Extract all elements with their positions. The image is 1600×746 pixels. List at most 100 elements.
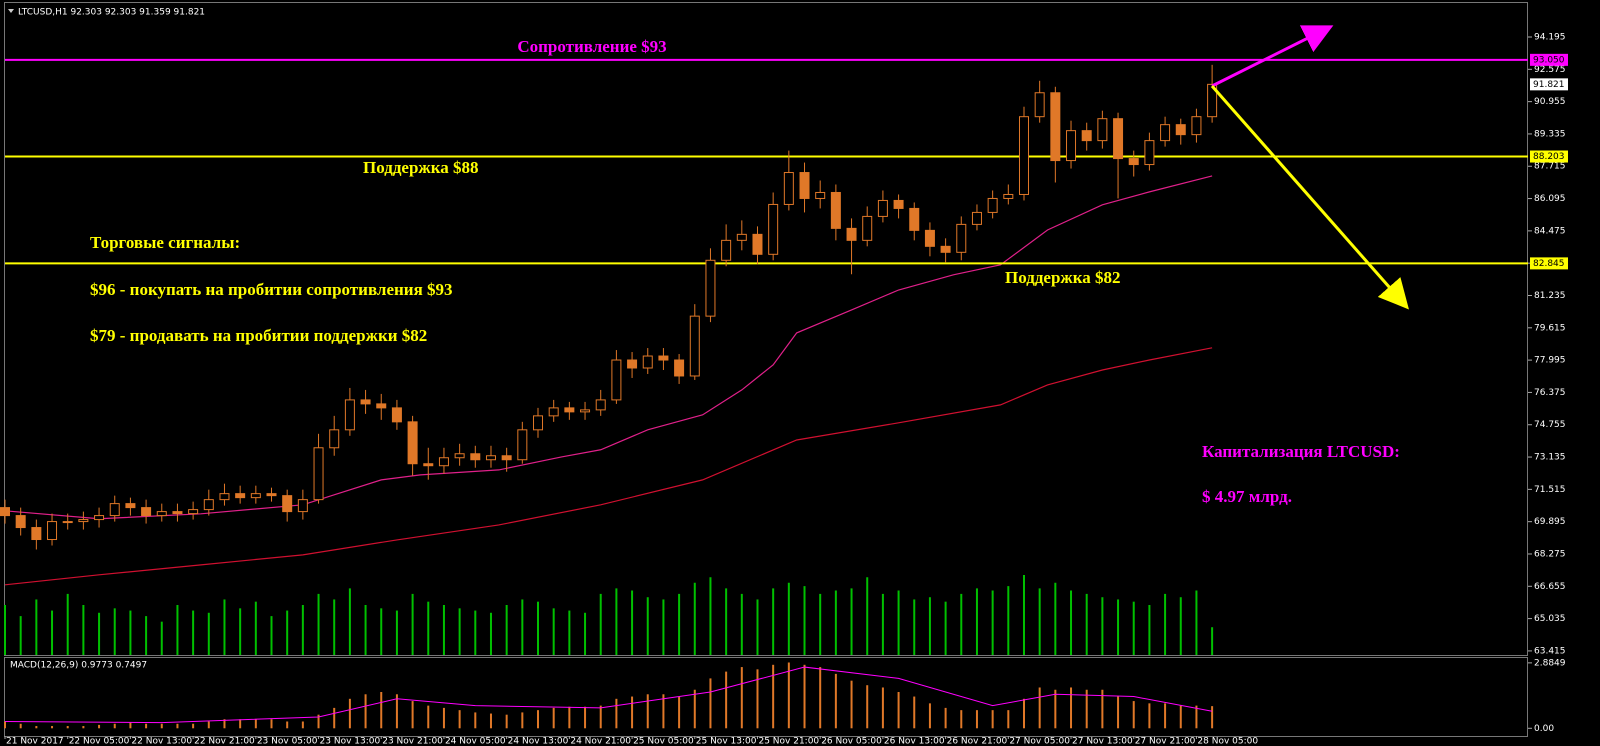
candle-body — [266, 493, 277, 497]
x-tick-label: 23 Nov 05:00 — [257, 737, 318, 746]
level-label-box — [1530, 257, 1568, 270]
annotation: Поддержка $88 — [363, 158, 479, 177]
candle-body — [282, 495, 293, 513]
candle-body — [109, 503, 120, 517]
x-tick-label: 26 Nov 13:00 — [884, 737, 945, 746]
price-panel-frame — [4, 2, 1528, 656]
y-tick-label: 69.895 — [1534, 517, 1566, 527]
y-tick-label: 77.995 — [1534, 356, 1566, 366]
annotation: $ 4.97 млрд. — [1202, 487, 1292, 506]
menu-triangle — [8, 9, 14, 13]
macd-panel-frame — [4, 657, 1528, 737]
candle-body — [1081, 130, 1092, 142]
candle-body — [47, 521, 58, 541]
candle-body — [517, 429, 528, 461]
y-tick-label: 87.715 — [1534, 162, 1566, 172]
y-tick-label: 76.375 — [1534, 388, 1566, 398]
x-tick-label: 26 Nov 21:00 — [947, 737, 1008, 746]
x-tick-label: 21 Nov 2017 — [6, 737, 64, 746]
y-tick-label: 84.475 — [1534, 226, 1566, 236]
candle-body — [1128, 158, 1139, 166]
y-tick-label: 68.275 — [1534, 549, 1566, 559]
y-tick-label: 66.655 — [1534, 582, 1566, 592]
arrow-down — [1210, 85, 1409, 310]
candle-body — [627, 359, 638, 369]
candle-body — [391, 407, 402, 423]
y-tick-label: 74.755 — [1534, 420, 1566, 430]
candle-body — [470, 453, 481, 461]
level-label: 82.845 — [1533, 259, 1565, 269]
candle-body — [548, 407, 559, 417]
y-tick-label: 92.575 — [1534, 65, 1566, 75]
level-label: 88.203 — [1533, 152, 1565, 162]
candle-body — [909, 207, 920, 231]
x-tick-label: 27 Nov 05:00 — [1009, 737, 1070, 746]
candle-body — [987, 197, 998, 213]
x-tick-label: 28 Nov 05:00 — [1197, 737, 1258, 746]
y-tick-label: 63.415 — [1534, 646, 1566, 656]
x-tick-label: 23 Nov 13:00 — [320, 737, 381, 746]
candle-body — [611, 359, 622, 401]
candle-body — [752, 233, 763, 255]
candle-body — [0, 507, 10, 517]
x-tick-label: 26 Nov 05:00 — [821, 737, 882, 746]
candle-body — [705, 259, 716, 317]
macd-tick-label: 0.00 — [1534, 724, 1554, 734]
candle-body — [658, 355, 669, 361]
candle-body — [1113, 118, 1124, 160]
candle-body — [329, 429, 340, 449]
annotation: Капитализация LTCUSD: — [1202, 442, 1400, 461]
annotation: Сопротивление $93 — [517, 37, 666, 56]
x-tick-label: 27 Nov 13:00 — [1072, 737, 1133, 746]
candle-body — [438, 457, 449, 467]
candle-body — [971, 211, 982, 225]
candle-body — [485, 455, 496, 461]
candle-body — [235, 493, 246, 499]
candle-body — [423, 463, 434, 467]
candle-body — [799, 172, 810, 199]
x-tick-label: 22 Nov 13:00 — [131, 737, 192, 746]
plot: 94.195 92.575 90.955 89.335 87.715 86.095 84.4… — [0, 33, 1568, 746]
annotation: Торговые сигналы: — [90, 233, 240, 252]
x-tick-label: 22 Nov 21:00 — [194, 737, 255, 746]
moving-average — [4, 175, 1213, 520]
candle-body — [78, 519, 89, 523]
candle-body — [15, 515, 26, 529]
y-tick-label: 94.195 — [1534, 33, 1566, 43]
y-tick-label: 65.035 — [1534, 614, 1566, 624]
macd-signal — [4, 666, 1213, 724]
arrow-up — [1211, 25, 1334, 88]
candle-body — [862, 215, 873, 241]
candle-body — [815, 191, 826, 199]
x-tick-label: 25 Nov 13:00 — [696, 737, 757, 746]
last-price-box — [1530, 78, 1568, 91]
candle-body — [219, 493, 230, 501]
candle-body — [830, 191, 841, 229]
candle-body — [407, 421, 418, 465]
level-label-box — [1530, 150, 1568, 163]
candle-body — [297, 499, 308, 513]
candle-body — [1003, 193, 1014, 199]
candle-body — [1050, 92, 1061, 162]
candle-body — [31, 527, 42, 541]
annotation: $96 - покупать на пробитии сопротивления… — [90, 280, 453, 299]
candle-body — [188, 509, 199, 515]
candle-body — [1160, 124, 1171, 142]
x-tick-label: 25 Nov 21:00 — [758, 737, 819, 746]
candle-body — [689, 315, 700, 377]
y-tick-label: 81.235 — [1534, 291, 1566, 301]
candle-body — [1066, 130, 1077, 162]
candle-body — [721, 239, 732, 261]
candle-body — [595, 399, 606, 411]
macd-tick-label: 2.8849 — [1534, 658, 1566, 668]
candle-body — [1018, 116, 1029, 195]
candle-body — [924, 229, 935, 247]
candle-body — [564, 407, 575, 413]
candle-body — [141, 507, 152, 517]
candle-body — [1144, 140, 1155, 166]
x-tick-label: 27 Nov 21:00 — [1135, 737, 1196, 746]
y-tick-label: 90.955 — [1534, 97, 1566, 107]
